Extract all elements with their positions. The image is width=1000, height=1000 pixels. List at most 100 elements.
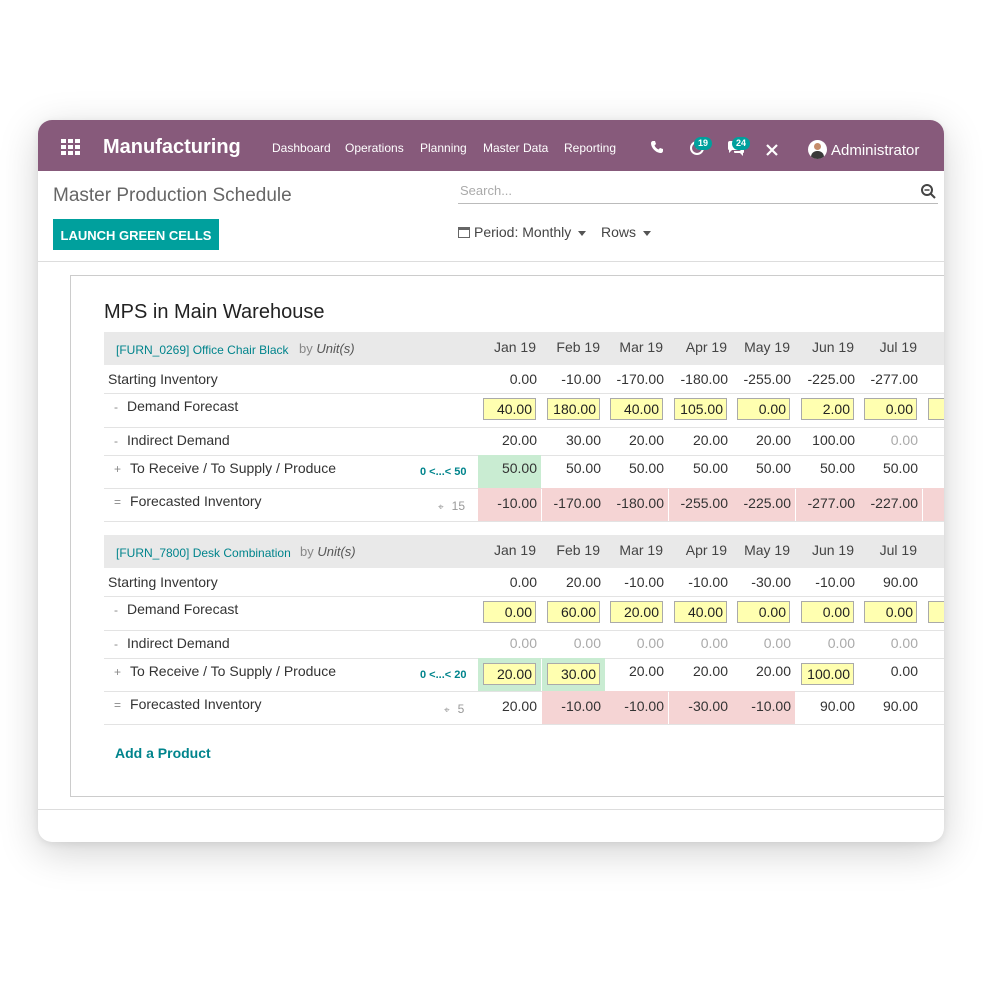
product-link[interactable]: [FURN_0269] Office Chair Black [116, 343, 289, 357]
avatar[interactable] [808, 140, 827, 159]
forecast-input[interactable]: 100.00 [801, 663, 854, 685]
cell-forecasted: -225.00 [732, 488, 795, 521]
forecast-input[interactable] [928, 601, 944, 623]
month-header: Au [925, 542, 944, 558]
app-title: Manufacturing [103, 136, 241, 158]
forecast-input[interactable]: 2.00 [801, 398, 854, 420]
launch-green-cells-button[interactable]: LAUNCH GREEN CELLS [53, 219, 219, 250]
row-starting: Starting Inventory 0.00 -10.00 -170.00 -180.… [104, 365, 944, 394]
cell-indirect [923, 427, 944, 455]
cell-receive: 50.00 [542, 455, 605, 488]
forecast-input[interactable]: 0.00 [737, 398, 790, 420]
cell-demand[interactable]: 0.00 [732, 393, 795, 427]
cell-value: 0.00 [827, 635, 855, 651]
month-header: Jun 19 [811, 542, 854, 558]
safety-range[interactable]: 0 <...< 20 [420, 669, 467, 681]
cell-demand[interactable]: 0.00 [796, 596, 859, 630]
menu-operations[interactable]: Operations [345, 141, 404, 155]
forecast-input[interactable]: 0.00 [483, 601, 536, 623]
forecast-input[interactable]: 105.00 [674, 398, 727, 420]
cell-indirect: 20.00 [478, 427, 541, 455]
forecast-input[interactable]: 30.00 [547, 663, 600, 685]
phone-icon[interactable] [650, 140, 664, 159]
tools-icon[interactable] [765, 143, 779, 162]
menu-planning[interactable]: Planning [420, 141, 467, 155]
forecast-input[interactable]: 60.00 [547, 601, 600, 623]
row-label-text[interactable]: To Receive / To Supply / Produce [130, 460, 336, 476]
forecast-input[interactable] [928, 398, 944, 420]
cell-demand[interactable]: 40.00 [669, 596, 732, 630]
month-header: Mar 19 [619, 339, 663, 355]
forecast-input[interactable]: 40.00 [674, 601, 727, 623]
row-label-text: Forecasted Inventory [130, 696, 262, 712]
forecast-input[interactable]: 20.00 [483, 663, 536, 685]
cell-value: -10.00 [561, 698, 601, 714]
row-label-text[interactable]: Demand Forecast [127, 398, 239, 414]
row-sign: = [114, 698, 122, 712]
cell-demand[interactable]: 0.00 [859, 596, 922, 630]
forecast-input[interactable]: 0.00 [801, 601, 854, 623]
activity-badge: 19 [694, 137, 713, 150]
month-header: Feb 19 [556, 339, 600, 355]
cell-value: 20.00 [501, 698, 537, 714]
forecast-input[interactable]: 0.00 [864, 601, 917, 623]
row-label: = Forecasted Inventory [114, 493, 262, 509]
apps-grid-icon[interactable] [61, 139, 81, 155]
cell-demand[interactable]: 2.00 [796, 393, 859, 427]
cell-indirect: 30.00 [542, 427, 605, 455]
rows-dropdown[interactable]: Rows [601, 224, 652, 240]
product-link[interactable]: [FURN_7800] Desk Combination [116, 546, 291, 560]
cell-demand[interactable]: 0.00 [478, 596, 541, 630]
cell-starting: -10.00 [669, 568, 732, 596]
cell-demand[interactable]: 20.00 [605, 596, 668, 630]
forecast-input[interactable]: 0.00 [737, 601, 790, 623]
cell-demand[interactable]: 180.00 [542, 393, 605, 427]
cell-forecasted [923, 691, 944, 724]
month-header: Jan 19 [493, 339, 536, 355]
cell-value: 50.00 [819, 460, 855, 476]
cell-demand[interactable]: 0.00 [732, 596, 795, 630]
cell-value: 0.00 [509, 574, 537, 590]
search-icon[interactable] [920, 183, 936, 199]
row-label-text[interactable]: Demand Forecast [127, 601, 239, 617]
forecast-input[interactable]: 180.00 [547, 398, 600, 420]
map-marker-icon: ⌖ [438, 502, 444, 513]
forecast-input[interactable]: 40.00 [610, 398, 663, 420]
cell-demand[interactable]: 105.00 [669, 393, 732, 427]
cell-demand[interactable]: 0.00 [859, 393, 922, 427]
search-input[interactable] [458, 182, 902, 199]
cell-demand[interactable]: 60.00 [542, 596, 605, 630]
cell-receive[interactable]: 30.00 [542, 658, 605, 691]
forecast-input[interactable]: 40.00 [483, 398, 536, 420]
row-forecasted: = Forecasted Inventory ⌖ 15 -10.00 -170.00 -18… [104, 488, 944, 522]
user-name[interactable]: Administrator [831, 142, 920, 159]
cell-demand[interactable] [923, 393, 944, 427]
cell-indirect: 0.00 [478, 630, 541, 658]
forecast-input[interactable]: 0.00 [864, 398, 917, 420]
menu-dashboard[interactable]: Dashboard [272, 141, 331, 155]
cell-value: -10.00 [751, 698, 791, 714]
cell-value: -10.00 [561, 371, 601, 387]
row-label-text[interactable]: To Receive / To Supply / Produce [130, 663, 336, 679]
month-header: Jul 19 [879, 542, 917, 558]
safety-range[interactable]: 0 <...< 50 [420, 466, 467, 478]
cell-value: 0.00 [763, 635, 791, 651]
cell-value: 0.00 [890, 635, 918, 651]
cell-receive: 50.00 [669, 455, 732, 488]
menu-master-data[interactable]: Master Data [483, 141, 549, 155]
cell-demand[interactable]: 40.00 [605, 393, 668, 427]
forecast-input[interactable]: 20.00 [610, 601, 663, 623]
cell-receive[interactable]: 20.00 [478, 658, 541, 691]
uom-by: by [300, 544, 314, 559]
add-product-link[interactable]: Add a Product [115, 745, 211, 761]
menu-reporting[interactable]: Reporting [564, 141, 617, 155]
cell-demand[interactable]: 40.00 [478, 393, 541, 427]
cell-receive[interactable]: 100.00 [796, 658, 859, 691]
cell-starting: -255.00 [732, 365, 795, 393]
period-dropdown[interactable]: Period: Monthly [458, 224, 587, 240]
cell-value: -180.00 [680, 371, 728, 387]
row-label: = Forecasted Inventory [114, 696, 262, 712]
cell-value: 50.00 [565, 460, 601, 476]
row-receive: + To Receive / To Supply / Produce 0 <...<… [104, 658, 944, 692]
cell-demand[interactable] [923, 596, 944, 630]
